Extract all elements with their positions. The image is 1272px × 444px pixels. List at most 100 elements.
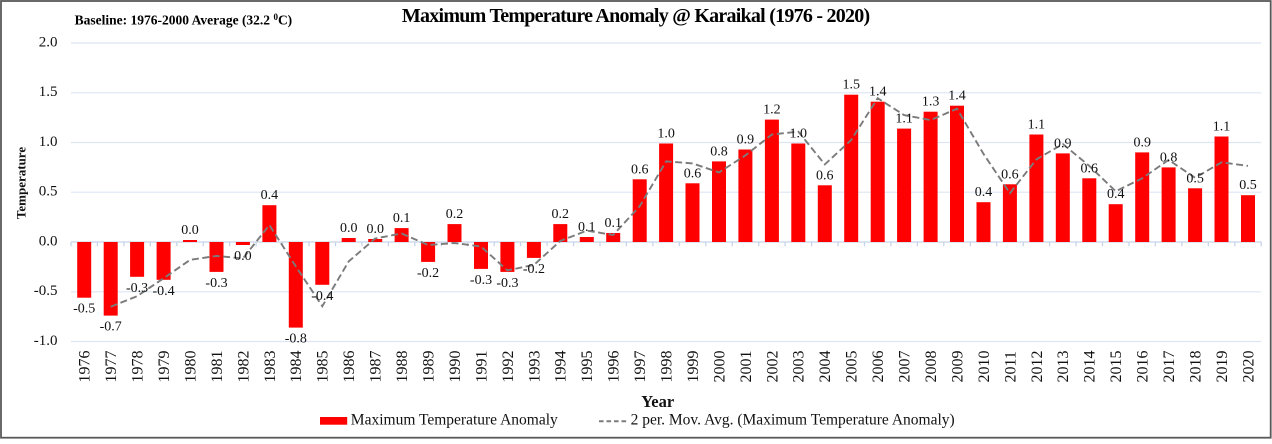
svg-text:Temperature: Temperature — [14, 147, 29, 219]
svg-text:1990: 1990 — [447, 351, 464, 383]
svg-text:-0.4: -0.4 — [311, 289, 333, 304]
svg-text:1.1: 1.1 — [1213, 120, 1231, 135]
svg-text:0.5: 0.5 — [1239, 178, 1257, 193]
svg-text:1983: 1983 — [262, 351, 279, 383]
svg-text:Baseline: 1976-2000 Average (3: Baseline: 1976-2000 Average (32.2 0C) — [75, 12, 293, 28]
svg-text:-0.3: -0.3 — [126, 281, 148, 296]
svg-text:0.5: 0.5 — [39, 184, 58, 200]
svg-text:2 per. Mov. Avg. (Maximum Temp: 2 per. Mov. Avg. (Maximum Temperature An… — [631, 412, 955, 429]
svg-text:-0.3: -0.3 — [205, 276, 227, 291]
svg-text:-0.2: -0.2 — [417, 266, 439, 281]
svg-text:1.5: 1.5 — [39, 84, 58, 100]
svg-text:1984: 1984 — [288, 351, 305, 383]
svg-text:0.6: 0.6 — [631, 162, 649, 177]
svg-text:2.0: 2.0 — [39, 34, 58, 50]
svg-text:0.8: 0.8 — [710, 144, 728, 159]
svg-text:2008: 2008 — [923, 351, 940, 383]
svg-text:2011: 2011 — [1002, 351, 1019, 382]
svg-text:2014: 2014 — [1082, 351, 1099, 383]
svg-text:0.0: 0.0 — [39, 233, 58, 249]
svg-text:0.2: 0.2 — [446, 207, 464, 222]
svg-text:1994: 1994 — [553, 351, 570, 383]
svg-text:2007: 2007 — [897, 351, 914, 383]
svg-text:0.0: 0.0 — [181, 223, 199, 238]
svg-text:1.5: 1.5 — [842, 78, 860, 93]
svg-text:0.4: 0.4 — [261, 188, 279, 203]
svg-text:1997: 1997 — [632, 351, 649, 383]
svg-text:-0.8: -0.8 — [285, 332, 307, 347]
svg-text:Maximum Temperature Anomaly @: Maximum Temperature Anomaly @ Karaikal (… — [402, 5, 870, 27]
svg-text:2000: 2000 — [711, 351, 728, 383]
svg-text:0.0: 0.0 — [234, 249, 252, 264]
svg-text:2020: 2020 — [1240, 351, 1257, 383]
svg-text:1.0: 1.0 — [657, 127, 675, 142]
svg-text:-0.3: -0.3 — [470, 273, 492, 288]
svg-text:1985: 1985 — [315, 351, 332, 383]
svg-text:-0.5: -0.5 — [73, 302, 95, 317]
svg-text:1.0: 1.0 — [790, 127, 808, 142]
svg-text:2017: 2017 — [1161, 351, 1178, 383]
svg-text:1993: 1993 — [526, 351, 543, 383]
svg-text:1980: 1980 — [182, 351, 199, 383]
svg-text:1992: 1992 — [500, 351, 517, 383]
svg-text:-0.7: -0.7 — [100, 320, 122, 335]
svg-text:1986: 1986 — [341, 351, 358, 383]
svg-text:Maximum Temperature Anomaly: Maximum Temperature Anomaly — [351, 412, 558, 429]
svg-text:0.1: 0.1 — [578, 220, 596, 235]
svg-text:1976: 1976 — [77, 351, 94, 383]
svg-text:0.6: 0.6 — [816, 168, 834, 183]
svg-text:2004: 2004 — [817, 351, 834, 383]
svg-text:0.4: 0.4 — [1107, 187, 1125, 202]
svg-text:2019: 2019 — [1214, 351, 1231, 383]
svg-text:1999: 1999 — [685, 351, 702, 383]
svg-text:0.0: 0.0 — [340, 221, 358, 236]
svg-text:2015: 2015 — [1108, 351, 1125, 383]
svg-text:1998: 1998 — [659, 351, 676, 383]
svg-text:1.0: 1.0 — [39, 134, 58, 150]
svg-text:Year: Year — [641, 392, 674, 411]
svg-text:2012: 2012 — [1029, 351, 1046, 383]
svg-text:2002: 2002 — [764, 351, 781, 383]
svg-text:0.1: 0.1 — [604, 216, 622, 231]
svg-text:2005: 2005 — [844, 351, 861, 383]
svg-text:1996: 1996 — [606, 351, 623, 383]
svg-text:1.3: 1.3 — [922, 95, 940, 110]
svg-text:0.9: 0.9 — [1054, 136, 1072, 151]
svg-text:-0.3: -0.3 — [496, 276, 518, 291]
svg-text:0.4: 0.4 — [975, 185, 993, 200]
svg-text:1.1: 1.1 — [1028, 118, 1046, 133]
svg-text:1977: 1977 — [103, 351, 120, 383]
svg-text:1.2: 1.2 — [763, 103, 781, 118]
svg-text:0.6: 0.6 — [1001, 167, 1019, 182]
svg-text:0.5: 0.5 — [1186, 171, 1204, 186]
svg-text:0.6: 0.6 — [684, 166, 702, 181]
svg-text:1987: 1987 — [368, 351, 385, 383]
svg-text:2009: 2009 — [949, 351, 966, 383]
svg-text:0.8: 0.8 — [1160, 150, 1178, 165]
svg-text:-0.2: -0.2 — [523, 262, 545, 277]
svg-text:-1.0: -1.0 — [34, 333, 58, 349]
svg-text:1.1: 1.1 — [895, 112, 913, 127]
svg-text:0.0: 0.0 — [366, 222, 384, 237]
svg-text:1981: 1981 — [209, 351, 226, 383]
svg-text:2013: 2013 — [1055, 351, 1072, 383]
svg-text:-0.4: -0.4 — [153, 284, 175, 299]
svg-text:1989: 1989 — [421, 351, 438, 383]
svg-text:1982: 1982 — [235, 351, 252, 383]
svg-text:1.4: 1.4 — [948, 89, 966, 104]
svg-text:2006: 2006 — [870, 351, 887, 383]
svg-text:0.1: 0.1 — [393, 211, 411, 226]
svg-text:0.9: 0.9 — [1133, 135, 1151, 150]
svg-text:0.9: 0.9 — [737, 133, 755, 148]
svg-text:1979: 1979 — [156, 351, 173, 383]
svg-text:2016: 2016 — [1135, 351, 1152, 383]
svg-text:0.6: 0.6 — [1081, 161, 1099, 176]
svg-text:0.2: 0.2 — [552, 207, 570, 222]
svg-text:-0.5: -0.5 — [34, 283, 58, 299]
svg-text:2003: 2003 — [791, 351, 808, 383]
svg-text:1991: 1991 — [473, 350, 490, 382]
svg-text:1978: 1978 — [130, 351, 147, 383]
svg-text:1.4: 1.4 — [869, 85, 887, 100]
svg-text:2018: 2018 — [1188, 351, 1205, 383]
svg-text:1995: 1995 — [579, 351, 596, 383]
